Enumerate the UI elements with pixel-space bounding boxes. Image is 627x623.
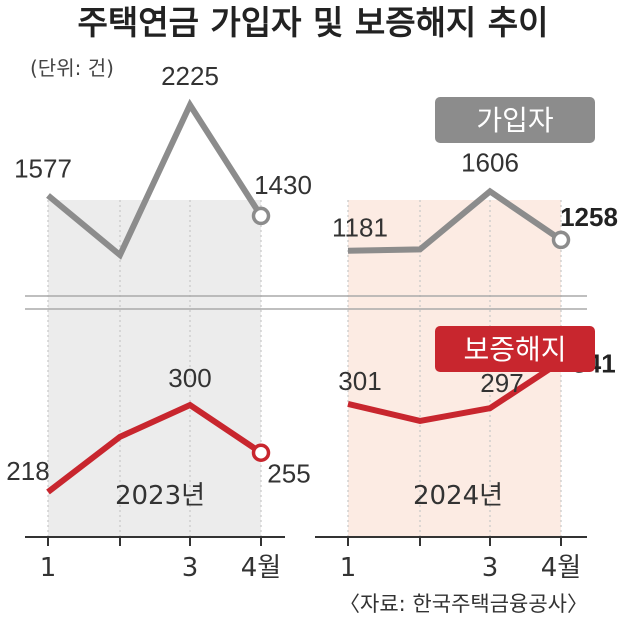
chart-title: 주택연금 가입자 및 보증해지 추이 xyxy=(78,3,549,42)
x-tick-label: 3 xyxy=(482,553,499,583)
series-end-marker xyxy=(551,230,571,250)
series-end-marker xyxy=(251,443,271,462)
data-label: 300 xyxy=(168,363,211,393)
x-tick-labels: 1 3 4월 1 3 4월 xyxy=(40,553,582,583)
data-label: 1181 xyxy=(332,213,388,243)
series-line xyxy=(347,358,563,424)
x-tick-label: 1 xyxy=(340,553,357,583)
data-label: 1577 xyxy=(14,153,72,183)
year-label-2024: 2024년 xyxy=(413,481,503,511)
data-label: 1258 xyxy=(560,202,618,232)
legend-termination-label: 보증해지 xyxy=(463,333,566,366)
gridlines xyxy=(47,200,562,537)
series-line xyxy=(46,401,263,495)
data-label: 297 xyxy=(480,368,523,398)
data-labels: 1577222514302183002551181160612583012973… xyxy=(6,61,618,489)
series-line xyxy=(347,187,563,254)
x-tick-label: 1 xyxy=(40,553,57,583)
series-end-marker xyxy=(251,206,271,226)
legend-subscriber: 가입자 xyxy=(435,97,595,143)
legend-subscriber-label: 가입자 xyxy=(476,104,553,137)
year-label-2023: 2023년 xyxy=(115,481,205,511)
source-label: 〈자료: 한국주택금융공사〉 xyxy=(339,592,588,616)
series-lines xyxy=(46,98,563,495)
data-label: 301 xyxy=(338,366,381,396)
data-label: 1430 xyxy=(254,170,312,200)
legend-subscriber-box xyxy=(435,97,595,143)
panel-2023 xyxy=(48,200,261,537)
data-label: 1606 xyxy=(461,147,519,177)
unit-label: (단위: 건) xyxy=(30,56,114,80)
x-ticks xyxy=(47,537,562,546)
x-tick-label: 3 xyxy=(182,553,199,583)
data-label: 2225 xyxy=(161,61,219,91)
x-tick-label: 4월 xyxy=(541,553,581,583)
x-tick-label: 4월 xyxy=(241,553,281,583)
data-label: 255 xyxy=(267,459,310,489)
legend-termination: 보증해지 xyxy=(435,326,595,372)
legend-termination-box xyxy=(435,326,595,372)
data-label: 218 xyxy=(6,456,49,486)
series-line xyxy=(46,98,264,260)
